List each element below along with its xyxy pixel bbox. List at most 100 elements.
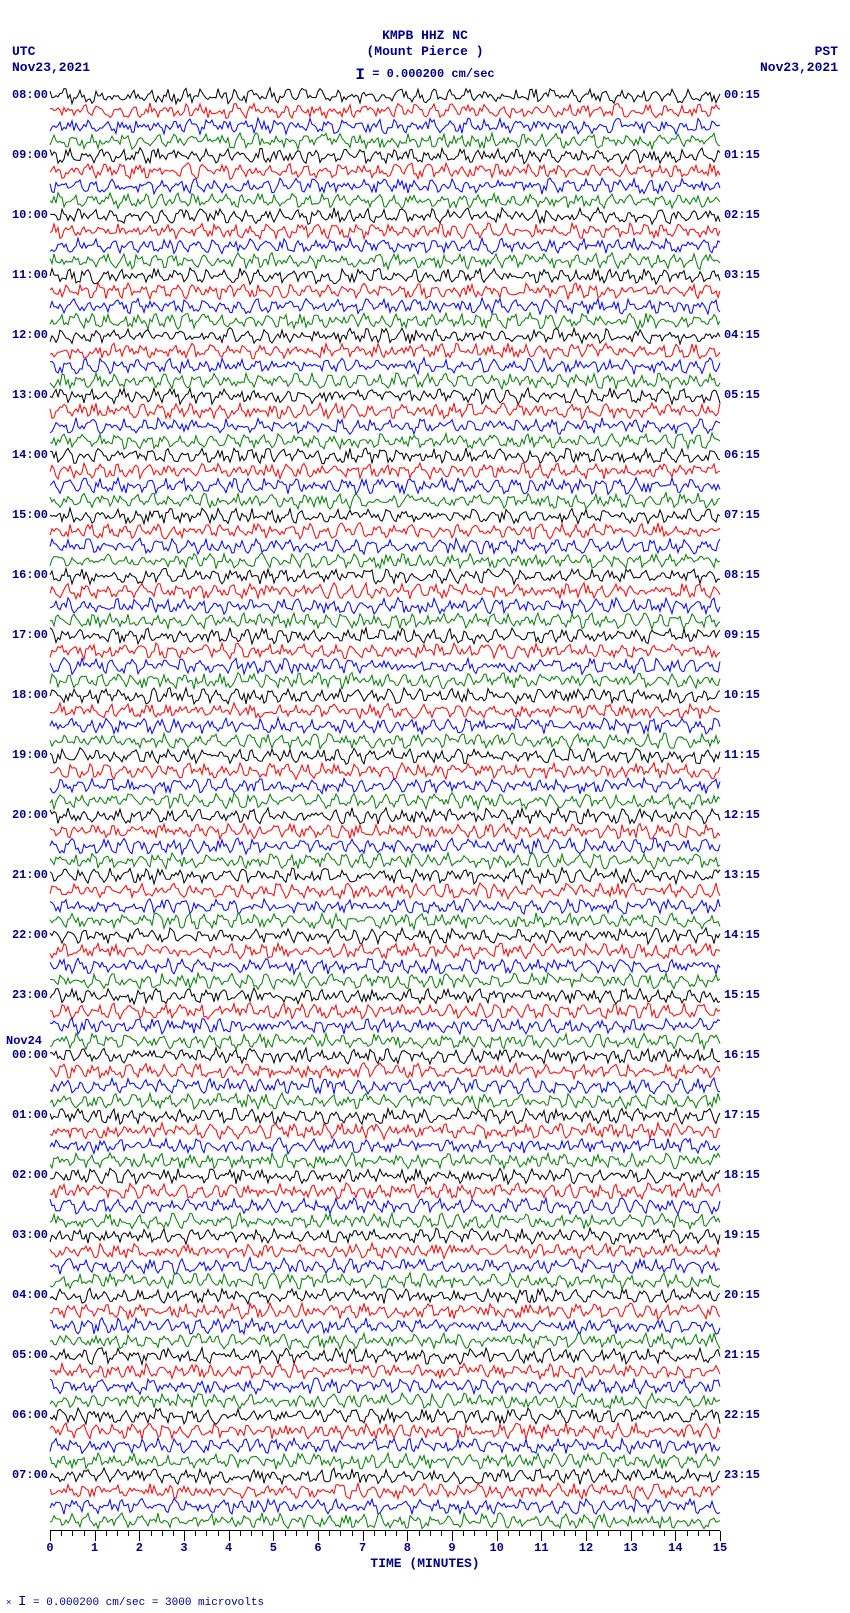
x-tick-minor: [486, 1531, 487, 1536]
left-time-label: 23:00: [10, 988, 48, 1002]
x-tick-label: 5: [270, 1541, 277, 1555]
x-tick-major: [318, 1531, 319, 1541]
left-time-label: 05:00: [10, 1348, 48, 1362]
x-tick-minor: [84, 1531, 85, 1536]
station-title: KMPB HHZ NC: [0, 28, 850, 43]
right-time-label: 12:15: [724, 808, 760, 822]
x-tick-minor: [419, 1531, 420, 1536]
x-tick-major: [229, 1531, 230, 1541]
right-time-label: 15:15: [724, 988, 760, 1002]
x-tick-minor: [597, 1531, 598, 1536]
x-tick-label: 1: [91, 1541, 98, 1555]
x-tick-major: [541, 1531, 542, 1541]
x-tick-minor: [374, 1531, 375, 1536]
scale-text: = 0.000200 cm/sec: [372, 67, 494, 81]
right-time-label: 13:15: [724, 868, 760, 882]
right-time-label: 07:15: [724, 508, 760, 522]
x-tick-minor: [575, 1531, 576, 1536]
x-tick-minor: [620, 1531, 621, 1536]
x-tick-minor: [206, 1531, 207, 1536]
scale-legend: I = 0.000200 cm/sec: [0, 64, 850, 82]
x-tick-major: [675, 1531, 676, 1541]
x-tick-label: 12: [579, 1541, 593, 1555]
left-time-label: 16:00: [10, 568, 48, 582]
left-time-label: 19:00: [10, 748, 48, 762]
x-tick-minor: [106, 1531, 107, 1536]
left-time-label: 03:00: [10, 1228, 48, 1242]
right-time-label: 19:15: [724, 1228, 760, 1242]
right-time-label: 23:15: [724, 1468, 760, 1482]
right-time-label: 02:15: [724, 208, 760, 222]
x-tick-minor: [262, 1531, 263, 1536]
left-time-label: 17:00: [10, 628, 48, 642]
helicorder-container: KMPB HHZ NC (Mount Pierce ) I = 0.000200…: [0, 0, 850, 1613]
x-tick-major: [50, 1531, 51, 1541]
right-time-label: 11:15: [724, 748, 760, 762]
x-tick-minor: [117, 1531, 118, 1536]
left-time-label: 13:00: [10, 388, 48, 402]
x-tick-minor: [508, 1531, 509, 1536]
x-tick-minor: [396, 1531, 397, 1536]
right-tz-label: PST: [815, 44, 838, 59]
footer-text: = 0.000200 cm/sec = 3000 microvolts: [33, 1597, 264, 1609]
right-time-label: 01:15: [724, 148, 760, 162]
x-tick-minor: [564, 1531, 565, 1536]
right-time-label: 18:15: [724, 1168, 760, 1182]
x-tick-minor: [285, 1531, 286, 1536]
x-tick-minor: [519, 1531, 520, 1536]
x-tick-minor: [530, 1531, 531, 1536]
right-time-label: 22:15: [724, 1408, 760, 1422]
x-tick-major: [184, 1531, 185, 1541]
x-tick-minor: [698, 1531, 699, 1536]
left-time-label: 09:00: [10, 148, 48, 162]
left-time-label: 02:00: [10, 1168, 48, 1182]
left-time-label: 01:00: [10, 1108, 48, 1122]
right-time-label: 21:15: [724, 1348, 760, 1362]
x-tick-major: [407, 1531, 408, 1541]
left-time-label: 08:00: [10, 88, 48, 102]
right-time-label: 05:15: [724, 388, 760, 402]
right-date-label: Nov23,2021: [760, 60, 838, 75]
left-time-label: 04:00: [10, 1288, 48, 1302]
x-tick-minor: [240, 1531, 241, 1536]
right-time-label: 06:15: [724, 448, 760, 462]
x-tick-minor: [709, 1531, 710, 1536]
right-time-label: 09:15: [724, 628, 760, 642]
x-axis-ticks: 0123456789101112131415: [50, 1530, 720, 1543]
x-tick-minor: [653, 1531, 654, 1536]
right-time-label: 14:15: [724, 928, 760, 942]
left-time-label: 00:00: [10, 1048, 48, 1062]
x-tick-minor: [352, 1531, 353, 1536]
left-time-label: 06:00: [10, 1408, 48, 1422]
x-tick-minor: [162, 1531, 163, 1536]
left-date-mark: Nov24: [6, 1034, 42, 1048]
left-time-label: 10:00: [10, 208, 48, 222]
x-tick-minor: [463, 1531, 464, 1536]
x-tick-major: [95, 1531, 96, 1541]
x-tick-minor: [195, 1531, 196, 1536]
left-tz-label: UTC: [12, 44, 35, 59]
footer-scale: × I = 0.000200 cm/sec = 3000 microvolts: [6, 1594, 264, 1610]
x-tick-minor: [296, 1531, 297, 1536]
left-time-label: 21:00: [10, 868, 48, 882]
left-time-label: 12:00: [10, 328, 48, 342]
right-time-label: 17:15: [724, 1108, 760, 1122]
x-tick-major: [631, 1531, 632, 1541]
x-tick-label: 15: [713, 1541, 727, 1555]
x-axis: 0123456789101112131415: [50, 1530, 720, 1543]
left-time-label: 07:00: [10, 1468, 48, 1482]
x-tick-label: 0: [46, 1541, 53, 1555]
right-time-label: 10:15: [724, 688, 760, 702]
x-tick-minor: [61, 1531, 62, 1536]
x-axis-title: TIME (MINUTES): [0, 1556, 850, 1571]
x-tick-label: 11: [534, 1541, 548, 1555]
x-tick-minor: [385, 1531, 386, 1536]
x-tick-major: [139, 1531, 140, 1541]
x-tick-major: [273, 1531, 274, 1541]
x-tick-minor: [553, 1531, 554, 1536]
x-tick-label: 9: [448, 1541, 455, 1555]
x-tick-label: 7: [359, 1541, 366, 1555]
x-tick-major: [452, 1531, 453, 1541]
right-time-label: 16:15: [724, 1048, 760, 1062]
x-tick-minor: [340, 1531, 341, 1536]
